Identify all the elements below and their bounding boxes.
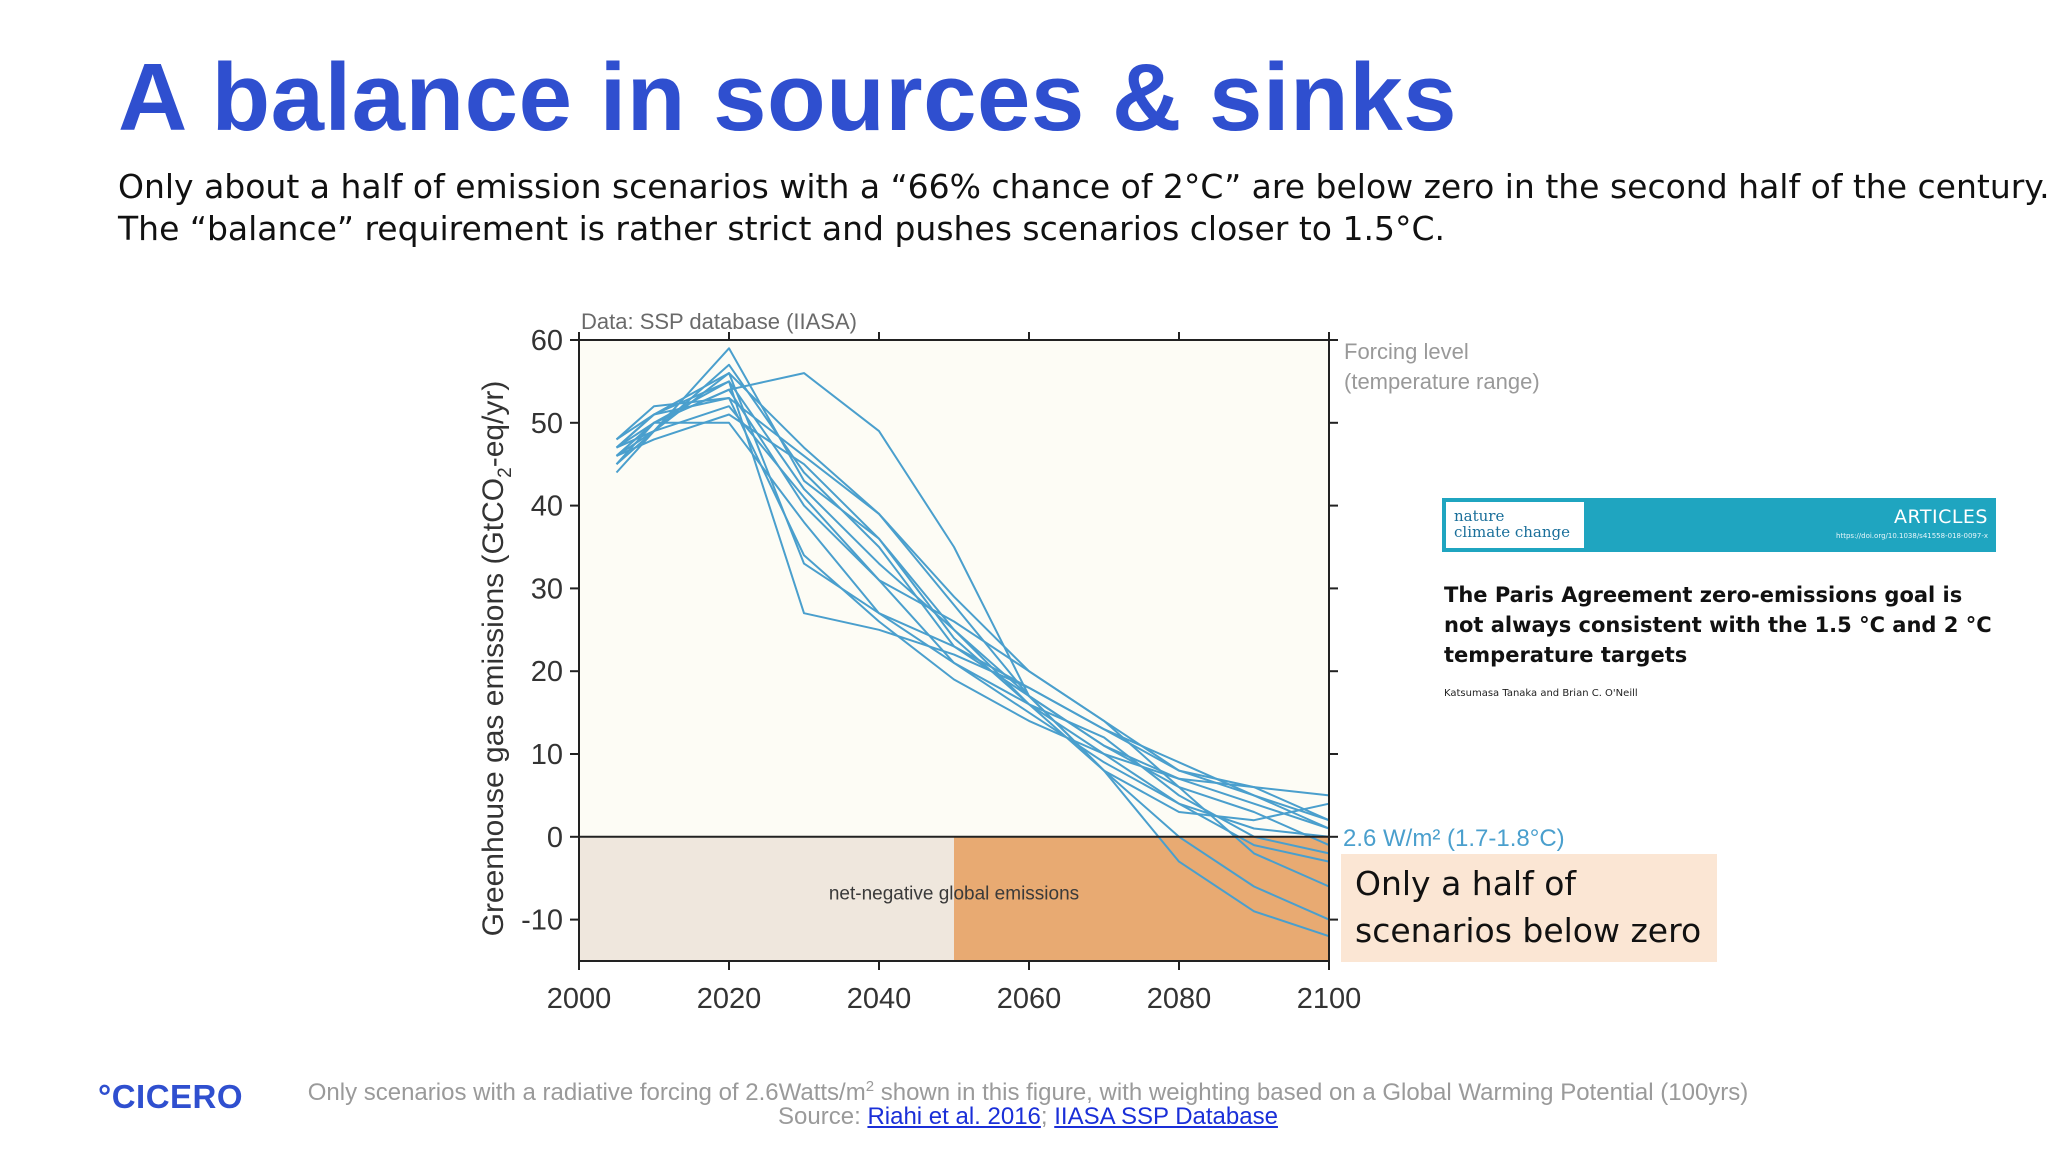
- y-tick-label-60: 60: [531, 325, 563, 357]
- article-doi: https://doi.org/10.1038/s41558-018-0097-…: [1836, 532, 1988, 540]
- series-line-7: [615, 397, 1330, 822]
- x-tick-label-2040: 2040: [847, 983, 912, 1015]
- article-section: ARTICLES: [1894, 506, 1988, 528]
- y-axis-label-main: Greenhouse gas emissions (GtCO: [477, 478, 510, 937]
- article-title: The Paris Agreement zero-emissions goal …: [1444, 580, 1994, 670]
- axis-ticks: 2000 2020 2040 2060 2080 2100 -10 0 10 20 30 40 50 60: [521, 325, 1361, 1015]
- journal-banner: nature climate change ARTICLES https://d…: [1442, 498, 1996, 552]
- y-tick-label-40: 40: [531, 491, 563, 523]
- net-negative-label: net-negative global emissions: [829, 884, 1079, 905]
- y-tick-label--10: -10: [521, 905, 563, 937]
- y-axis-label: Greenhouse gas emissions (GtCO2-eq/yr): [477, 381, 516, 937]
- plot-frame: [578, 339, 1330, 962]
- series-line-10: [616, 413, 1330, 822]
- footnote-text-1: Only scenarios with a radiative forcing …: [307, 1079, 866, 1106]
- y-tick-label-0: 0: [547, 822, 563, 854]
- callout-line-2: scenarios below zero: [1355, 911, 1702, 950]
- series-lines: [615, 347, 1330, 938]
- forcing-level-label: 2.6 W/m² (1.7-1.8°C): [1343, 825, 1565, 852]
- x-tick-label-2100: 2100: [1297, 983, 1362, 1015]
- x-tick-label-2020: 2020: [697, 983, 762, 1015]
- source-separator: ;: [1040, 1103, 1048, 1130]
- article-title-line-3: temperature targets: [1444, 643, 1688, 667]
- source-prefix: Source:: [778, 1103, 868, 1130]
- forcing-header-line-2: (temperature range): [1344, 369, 1540, 394]
- x-tick-label-2060: 2060: [997, 983, 1062, 1015]
- y-tick-label-30: 30: [531, 573, 563, 605]
- footnote: Only scenarios with a radiative forcing …: [258, 1072, 1798, 1108]
- series-line-5: [615, 372, 1330, 830]
- footnote-superscript: 2: [865, 1078, 875, 1095]
- series-line-13: [615, 380, 1330, 855]
- callout-box: Only a half of scenarios below zero: [1341, 854, 1717, 962]
- intro-line-1: Only about a half of emission scenarios …: [118, 167, 2048, 206]
- footnote-text-2: shown in this figure, with weighting bas…: [874, 1079, 1749, 1106]
- y-tick-label-50: 50: [531, 408, 563, 440]
- iiasa-link[interactable]: IIASA SSP Database: [1054, 1103, 1278, 1130]
- y-axis-label-sub: 2: [495, 467, 516, 478]
- cicero-logo: °CICERO: [98, 1078, 244, 1115]
- intro-text: Only about a half of emission scenarios …: [118, 166, 2048, 250]
- source-line: Source: Riahi et al. 2016; IIASA SSP Dat…: [258, 1102, 1798, 1132]
- x-tick-label-2080: 2080: [1147, 983, 1212, 1015]
- article-thumbnail: nature climate change ARTICLES https://d…: [1442, 498, 1996, 730]
- journal-logo: nature climate change: [1446, 502, 1584, 548]
- slide-title: A balance in sources & sinks: [118, 44, 1457, 151]
- journal-logo-line-1: nature: [1454, 507, 1505, 525]
- forcing-header-line-1: Forcing level: [1344, 339, 1469, 364]
- y-tick-label-20: 20: [531, 656, 563, 688]
- riahi-link[interactable]: Riahi et al. 2016: [867, 1103, 1041, 1130]
- highlight-region: [954, 836, 1329, 961]
- article-title-line-1: The Paris Agreement zero-emissions goal …: [1444, 583, 1963, 607]
- callout-line-1: Only a half of: [1355, 864, 1577, 903]
- series-line-12: [615, 397, 1330, 797]
- chart-title: Data: SSP database (IIASA): [581, 309, 857, 334]
- article-title-line-2: not always consistent with the 1.5 °C an…: [1444, 613, 1992, 637]
- x-tick-label-2000: 2000: [547, 983, 612, 1015]
- article-authors: Katsumasa Tanaka and Brian C. O'Neill: [1444, 688, 1638, 699]
- y-axis-label-end: -eq/yr): [477, 381, 510, 468]
- y-tick-label-10: 10: [531, 739, 563, 771]
- journal-logo-line-2: climate change: [1454, 523, 1570, 541]
- series-line-11: [615, 372, 1330, 938]
- intro-line-2: The “balance” requirement is rather stri…: [118, 209, 1445, 248]
